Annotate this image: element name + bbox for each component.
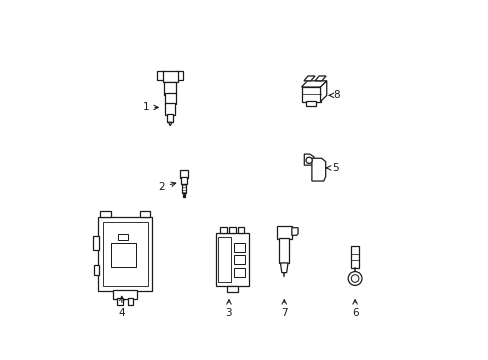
Bar (181, 177, 187, 184)
Polygon shape (280, 263, 287, 273)
Bar (164, 93, 175, 104)
Bar (163, 81, 176, 95)
Bar (220, 227, 227, 233)
Bar (140, 211, 150, 217)
Polygon shape (314, 76, 325, 81)
Bar (127, 298, 133, 305)
Polygon shape (304, 154, 313, 165)
Circle shape (347, 271, 361, 285)
Bar (102, 222, 147, 286)
Bar (234, 268, 244, 278)
Bar (237, 227, 244, 233)
Bar (234, 243, 244, 252)
Bar (167, 114, 173, 122)
Bar (180, 170, 188, 177)
Bar (94, 265, 99, 275)
Polygon shape (301, 81, 326, 87)
Polygon shape (320, 81, 326, 102)
Text: 2: 2 (158, 182, 175, 192)
Polygon shape (304, 76, 314, 81)
Text: 6: 6 (351, 300, 358, 318)
Polygon shape (311, 158, 325, 181)
Bar (301, 87, 320, 102)
Text: 5: 5 (325, 163, 338, 173)
Bar (98, 217, 152, 292)
Bar (165, 103, 175, 115)
Text: 4: 4 (118, 296, 125, 318)
Bar (228, 227, 235, 233)
Text: 8: 8 (328, 90, 339, 100)
Bar (234, 255, 244, 264)
Bar (276, 226, 291, 239)
Bar (218, 237, 231, 282)
Bar (226, 285, 238, 292)
Bar (181, 184, 186, 193)
Bar (182, 194, 185, 197)
Bar (118, 234, 128, 240)
Text: 3: 3 (225, 300, 232, 318)
Bar (305, 101, 316, 107)
Text: 7: 7 (281, 300, 287, 318)
Bar (100, 211, 110, 217)
Bar (157, 71, 164, 80)
Bar (216, 233, 248, 286)
Bar (113, 290, 137, 299)
Bar (117, 298, 122, 305)
Text: 1: 1 (142, 103, 158, 112)
Circle shape (305, 157, 312, 163)
Bar (110, 243, 135, 267)
Bar (350, 246, 359, 268)
Circle shape (350, 275, 358, 282)
Bar (279, 238, 288, 263)
Bar (175, 71, 183, 80)
Polygon shape (291, 228, 298, 235)
Polygon shape (168, 122, 172, 126)
Bar (163, 71, 178, 82)
Bar (93, 236, 99, 250)
